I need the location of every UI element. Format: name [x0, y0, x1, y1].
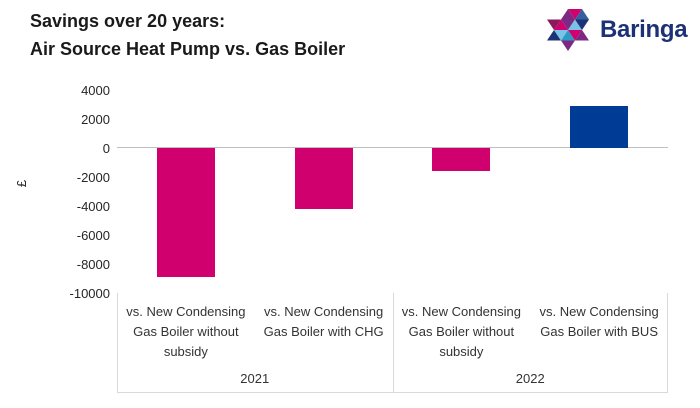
logo-triangle: [547, 30, 561, 41]
y-tick-label: -6000: [76, 227, 110, 243]
bar: [432, 148, 491, 172]
y-axis-title: £: [14, 179, 30, 188]
zero-axis-line: [117, 147, 668, 148]
chart-title-line-2: Air Source Heat Pump vs. Gas Boiler: [30, 39, 346, 59]
year-group-label: 2022: [515, 371, 545, 386]
category-label: vs. New Condensing Gas Boiler without su…: [126, 304, 246, 359]
baringa-logo-mark-icon: [547, 9, 589, 51]
year-group-label: 2021: [240, 371, 270, 386]
category-axis-bottom-line: [117, 392, 668, 393]
logo-triangle: [561, 30, 575, 41]
logo-triangle: [568, 19, 582, 30]
category-label: vs. New Condensing Gas Boiler without su…: [401, 304, 521, 359]
y-tick-label: 0: [102, 140, 110, 156]
logo-triangle: [575, 9, 589, 20]
logo-triangle: [561, 19, 575, 30]
category-divider-middle: [393, 293, 394, 392]
logo-triangle: [561, 40, 575, 51]
logo-triangle: [561, 9, 575, 20]
y-tick-label: 4000: [81, 82, 110, 98]
y-tick-label: 2000: [81, 111, 110, 127]
bar: [156, 148, 215, 278]
logo-triangle: [575, 19, 589, 30]
category-divider-right: [667, 293, 668, 392]
category-divider-left: [117, 293, 118, 392]
logo-triangle: [568, 30, 582, 41]
logo-triangle: [554, 30, 568, 41]
baringa-logo-text: Baringa: [600, 16, 688, 43]
chart-title-line-1: Savings over 20 years:: [30, 11, 226, 31]
chart-title: Savings over 20 years: Air Source Heat P…: [30, 7, 345, 63]
y-tick-label: -4000: [76, 198, 110, 214]
y-tick-label: -2000: [76, 169, 110, 185]
logo-triangle: [554, 19, 568, 30]
bar: [294, 148, 353, 209]
logo-triangle: [575, 30, 589, 41]
y-tick-label: -10000: [69, 285, 110, 301]
category-label: vs. New Condensing Gas Boiler with BUS: [539, 304, 659, 339]
category-label: vs. New Condensing Gas Boiler with CHG: [263, 304, 384, 339]
logo-triangle: [568, 9, 582, 20]
y-tick-label: -8000: [76, 256, 110, 272]
baringa-logo: Baringa: [547, 8, 697, 54]
bar: [570, 105, 629, 148]
logo-triangle: [547, 19, 561, 30]
